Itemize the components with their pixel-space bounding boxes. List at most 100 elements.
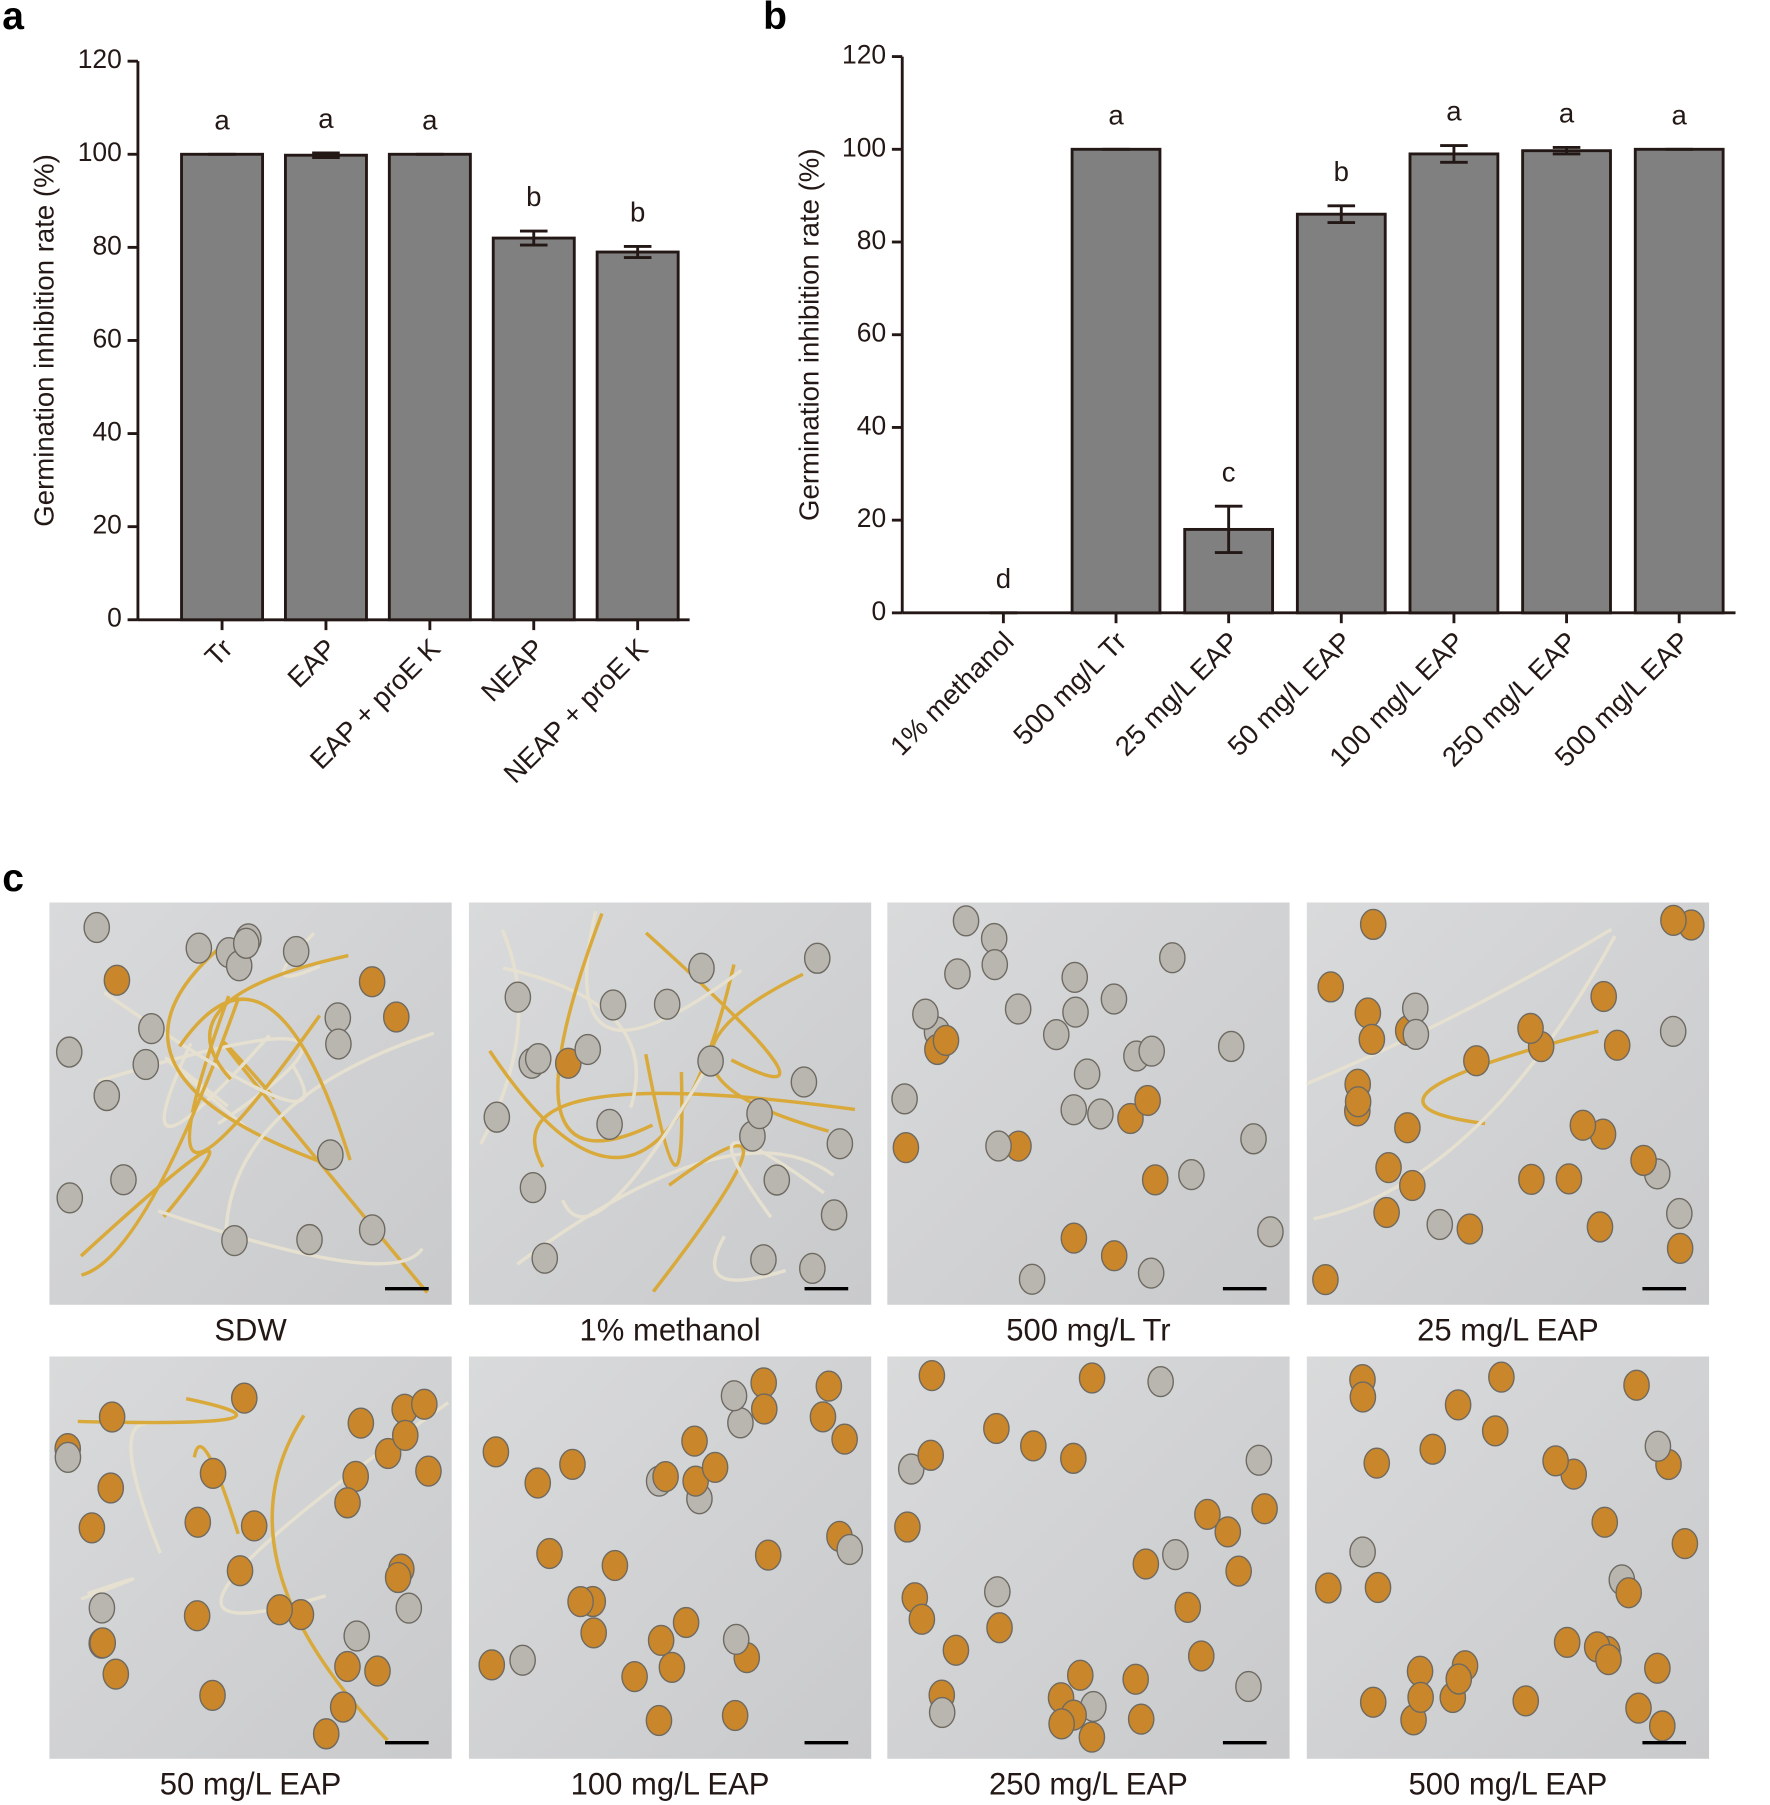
- spore: [750, 1244, 777, 1276]
- spore: [790, 1066, 818, 1098]
- spore: [894, 1511, 921, 1543]
- hypha: [1306, 927, 1613, 1086]
- spore: [750, 1367, 778, 1399]
- micrograph: [887, 902, 1290, 1305]
- spore: [580, 1617, 608, 1649]
- spore: [240, 1510, 268, 1542]
- spore: [1018, 1263, 1046, 1295]
- spore: [102, 1658, 130, 1690]
- spore: [334, 1487, 361, 1519]
- spore: [574, 1033, 602, 1066]
- spore: [1518, 1163, 1545, 1195]
- hypha: [651, 1144, 746, 1293]
- spore: [199, 1679, 226, 1711]
- spore: [343, 1620, 371, 1652]
- micrograph: [49, 902, 452, 1305]
- spore: [524, 1043, 552, 1075]
- spore: [1542, 1445, 1569, 1477]
- y-axis-label: Germination inhibition rate (%): [794, 148, 825, 520]
- spore: [524, 1467, 552, 1499]
- spore: [1586, 1211, 1614, 1243]
- spore: [952, 905, 980, 937]
- spore: [1194, 1498, 1221, 1530]
- spore: [1100, 1240, 1128, 1272]
- y-tick-label: 60: [92, 323, 121, 353]
- significance-letter: b: [526, 181, 541, 212]
- micrograph: [468, 1356, 872, 1759]
- spore: [1354, 997, 1382, 1029]
- spore: [185, 932, 213, 964]
- bar: [1070, 147, 1162, 615]
- spore: [1375, 1152, 1402, 1184]
- spore: [763, 1164, 791, 1196]
- spore: [932, 1024, 960, 1057]
- hypha: [224, 1031, 435, 1240]
- spore: [831, 1423, 858, 1455]
- spore: [221, 1224, 248, 1257]
- spore: [1591, 1506, 1619, 1538]
- spore: [347, 1407, 375, 1439]
- spore: [324, 1002, 352, 1034]
- spore: [1630, 1144, 1657, 1177]
- spore: [266, 1594, 293, 1626]
- spore: [645, 1704, 673, 1737]
- spore: [799, 1252, 826, 1285]
- x-tick-label: EAP: [281, 633, 342, 694]
- spore: [754, 1539, 782, 1571]
- significance-letter: a: [1108, 99, 1124, 130]
- spore: [410, 1388, 438, 1420]
- spore: [1317, 971, 1345, 1003]
- spore: [1373, 1196, 1400, 1229]
- spore: [1364, 1571, 1392, 1604]
- spore: [1426, 1208, 1454, 1241]
- spore: [944, 958, 971, 990]
- spore: [1225, 1555, 1252, 1587]
- micrograph-bg: [1306, 902, 1710, 1305]
- spore: [682, 1465, 709, 1497]
- hypha: [729, 1140, 825, 1219]
- error-bar: [1214, 504, 1243, 555]
- hypha: [157, 1209, 424, 1266]
- spore: [1134, 1084, 1161, 1117]
- spore: [1127, 1703, 1155, 1735]
- hypha: [712, 1235, 787, 1282]
- significance-letter: b: [630, 197, 645, 228]
- spore: [983, 1412, 1010, 1445]
- spore: [1138, 1035, 1166, 1067]
- caption: 25 mg/L EAP: [1417, 1313, 1599, 1348]
- spore: [334, 1650, 361, 1683]
- bar: [491, 236, 576, 622]
- error-bar: [312, 151, 340, 159]
- spore: [296, 1223, 323, 1256]
- spore: [942, 1634, 970, 1666]
- spore: [820, 1199, 848, 1231]
- spore: [892, 1131, 920, 1164]
- spore: [312, 1718, 340, 1750]
- spore: [1314, 1572, 1342, 1604]
- spore: [358, 966, 386, 998]
- spore: [1078, 1362, 1106, 1394]
- spore: [1358, 1023, 1386, 1056]
- micrograph: [1306, 902, 1710, 1305]
- spore: [89, 1627, 117, 1659]
- spore: [384, 1561, 412, 1594]
- significance-letter: a: [1559, 98, 1575, 129]
- panel-label: b: [763, 0, 787, 38]
- micrograph: [468, 902, 872, 1305]
- spore: [1625, 1692, 1652, 1724]
- spore: [681, 1425, 708, 1457]
- spore: [1595, 1643, 1622, 1676]
- hypha: [80, 1577, 135, 1601]
- y-tick-label: 60: [857, 318, 886, 348]
- spore: [1060, 1222, 1088, 1254]
- spore: [1407, 1681, 1434, 1714]
- spore: [599, 989, 627, 1021]
- spore: [93, 1079, 121, 1112]
- x-tick-label: 1% methanol: [884, 626, 1020, 762]
- y-tick-label: 80: [857, 225, 886, 255]
- spore: [1158, 942, 1186, 974]
- bar: [1521, 149, 1612, 615]
- significance-letter: c: [1222, 456, 1236, 487]
- spore: [1162, 1539, 1189, 1571]
